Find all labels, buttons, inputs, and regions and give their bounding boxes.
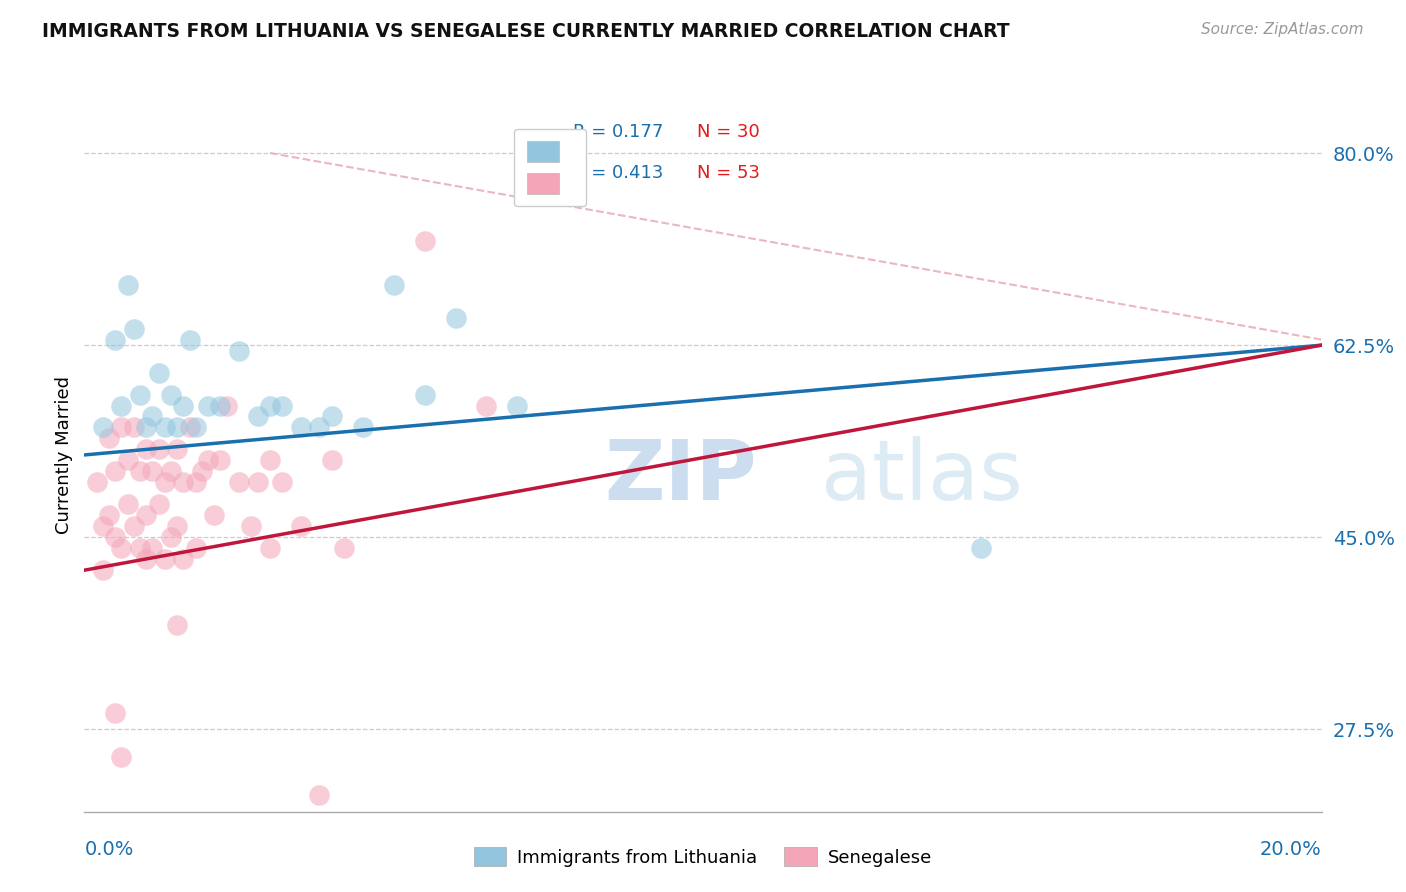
Point: [91, 420, 114, 434]
Point: [122, 420, 145, 434]
Point: [129, 541, 152, 556]
Point: [321, 453, 343, 467]
Point: [209, 453, 232, 467]
Point: [240, 519, 263, 533]
Point: [141, 541, 163, 556]
Point: [506, 399, 529, 413]
Point: [141, 464, 163, 478]
Point: [290, 420, 312, 434]
Point: [148, 442, 170, 457]
Point: [179, 420, 201, 434]
Point: [444, 310, 467, 325]
Point: [333, 541, 356, 556]
Point: [246, 409, 269, 424]
Point: [98, 508, 121, 523]
Point: [122, 321, 145, 335]
Point: [153, 475, 176, 490]
Point: [197, 399, 219, 413]
Point: [148, 366, 170, 380]
Point: [352, 420, 374, 434]
Point: [179, 333, 201, 347]
Point: [271, 399, 294, 413]
Point: [91, 519, 114, 533]
Point: [191, 464, 214, 478]
Point: [104, 706, 127, 720]
Point: [160, 387, 183, 401]
Point: [308, 420, 330, 434]
Point: [259, 541, 281, 556]
Point: [153, 420, 176, 434]
Point: [160, 530, 183, 544]
Point: [135, 442, 157, 457]
Text: 20.0%: 20.0%: [1260, 840, 1322, 859]
Point: [970, 541, 993, 556]
Point: [413, 387, 436, 401]
Text: N = 53: N = 53: [697, 164, 759, 182]
Point: [110, 399, 132, 413]
Point: [475, 399, 498, 413]
Text: R = 0.413: R = 0.413: [574, 164, 664, 182]
Point: [117, 277, 139, 292]
Point: [382, 277, 405, 292]
Point: [110, 541, 132, 556]
Point: [290, 519, 312, 533]
Point: [110, 749, 132, 764]
Text: R = 0.177: R = 0.177: [574, 123, 664, 141]
Point: [117, 497, 139, 511]
Point: [259, 399, 281, 413]
Point: [160, 464, 183, 478]
Point: [153, 552, 176, 566]
Point: [141, 409, 163, 424]
Point: [135, 552, 157, 566]
Point: [91, 563, 114, 577]
Text: atlas: atlas: [821, 436, 1022, 516]
Point: [197, 453, 219, 467]
Point: [246, 475, 269, 490]
Point: [184, 475, 207, 490]
Legend: Immigrants from Lithuania, Senegalese: Immigrants from Lithuania, Senegalese: [467, 840, 939, 874]
Legend: , : ,: [515, 128, 586, 206]
Point: [209, 399, 232, 413]
Point: [166, 442, 188, 457]
Point: [129, 464, 152, 478]
Point: [110, 420, 132, 434]
Point: [215, 399, 238, 413]
Point: [321, 409, 343, 424]
Point: [104, 333, 127, 347]
Point: [413, 234, 436, 248]
Point: [135, 420, 157, 434]
Point: [166, 519, 188, 533]
Point: [184, 420, 207, 434]
Text: N = 30: N = 30: [697, 123, 759, 141]
Point: [172, 475, 194, 490]
Point: [135, 508, 157, 523]
Point: [104, 464, 127, 478]
Y-axis label: Currently Married: Currently Married: [55, 376, 73, 534]
Point: [98, 432, 121, 446]
Point: [172, 399, 194, 413]
Point: [129, 387, 152, 401]
Point: [86, 475, 108, 490]
Point: [122, 519, 145, 533]
Point: [259, 453, 281, 467]
Point: [271, 475, 294, 490]
Point: [228, 343, 250, 358]
Point: [228, 475, 250, 490]
Point: [172, 552, 194, 566]
Text: 0.0%: 0.0%: [84, 840, 134, 859]
Point: [148, 497, 170, 511]
Point: [202, 508, 225, 523]
Point: [308, 789, 330, 803]
Point: [104, 530, 127, 544]
Point: [166, 618, 188, 632]
Text: Source: ZipAtlas.com: Source: ZipAtlas.com: [1201, 22, 1364, 37]
Point: [166, 420, 188, 434]
Text: IMMIGRANTS FROM LITHUANIA VS SENEGALESE CURRENTLY MARRIED CORRELATION CHART: IMMIGRANTS FROM LITHUANIA VS SENEGALESE …: [42, 22, 1010, 41]
Point: [117, 453, 139, 467]
Text: ZIP: ZIP: [605, 436, 756, 516]
Point: [184, 541, 207, 556]
